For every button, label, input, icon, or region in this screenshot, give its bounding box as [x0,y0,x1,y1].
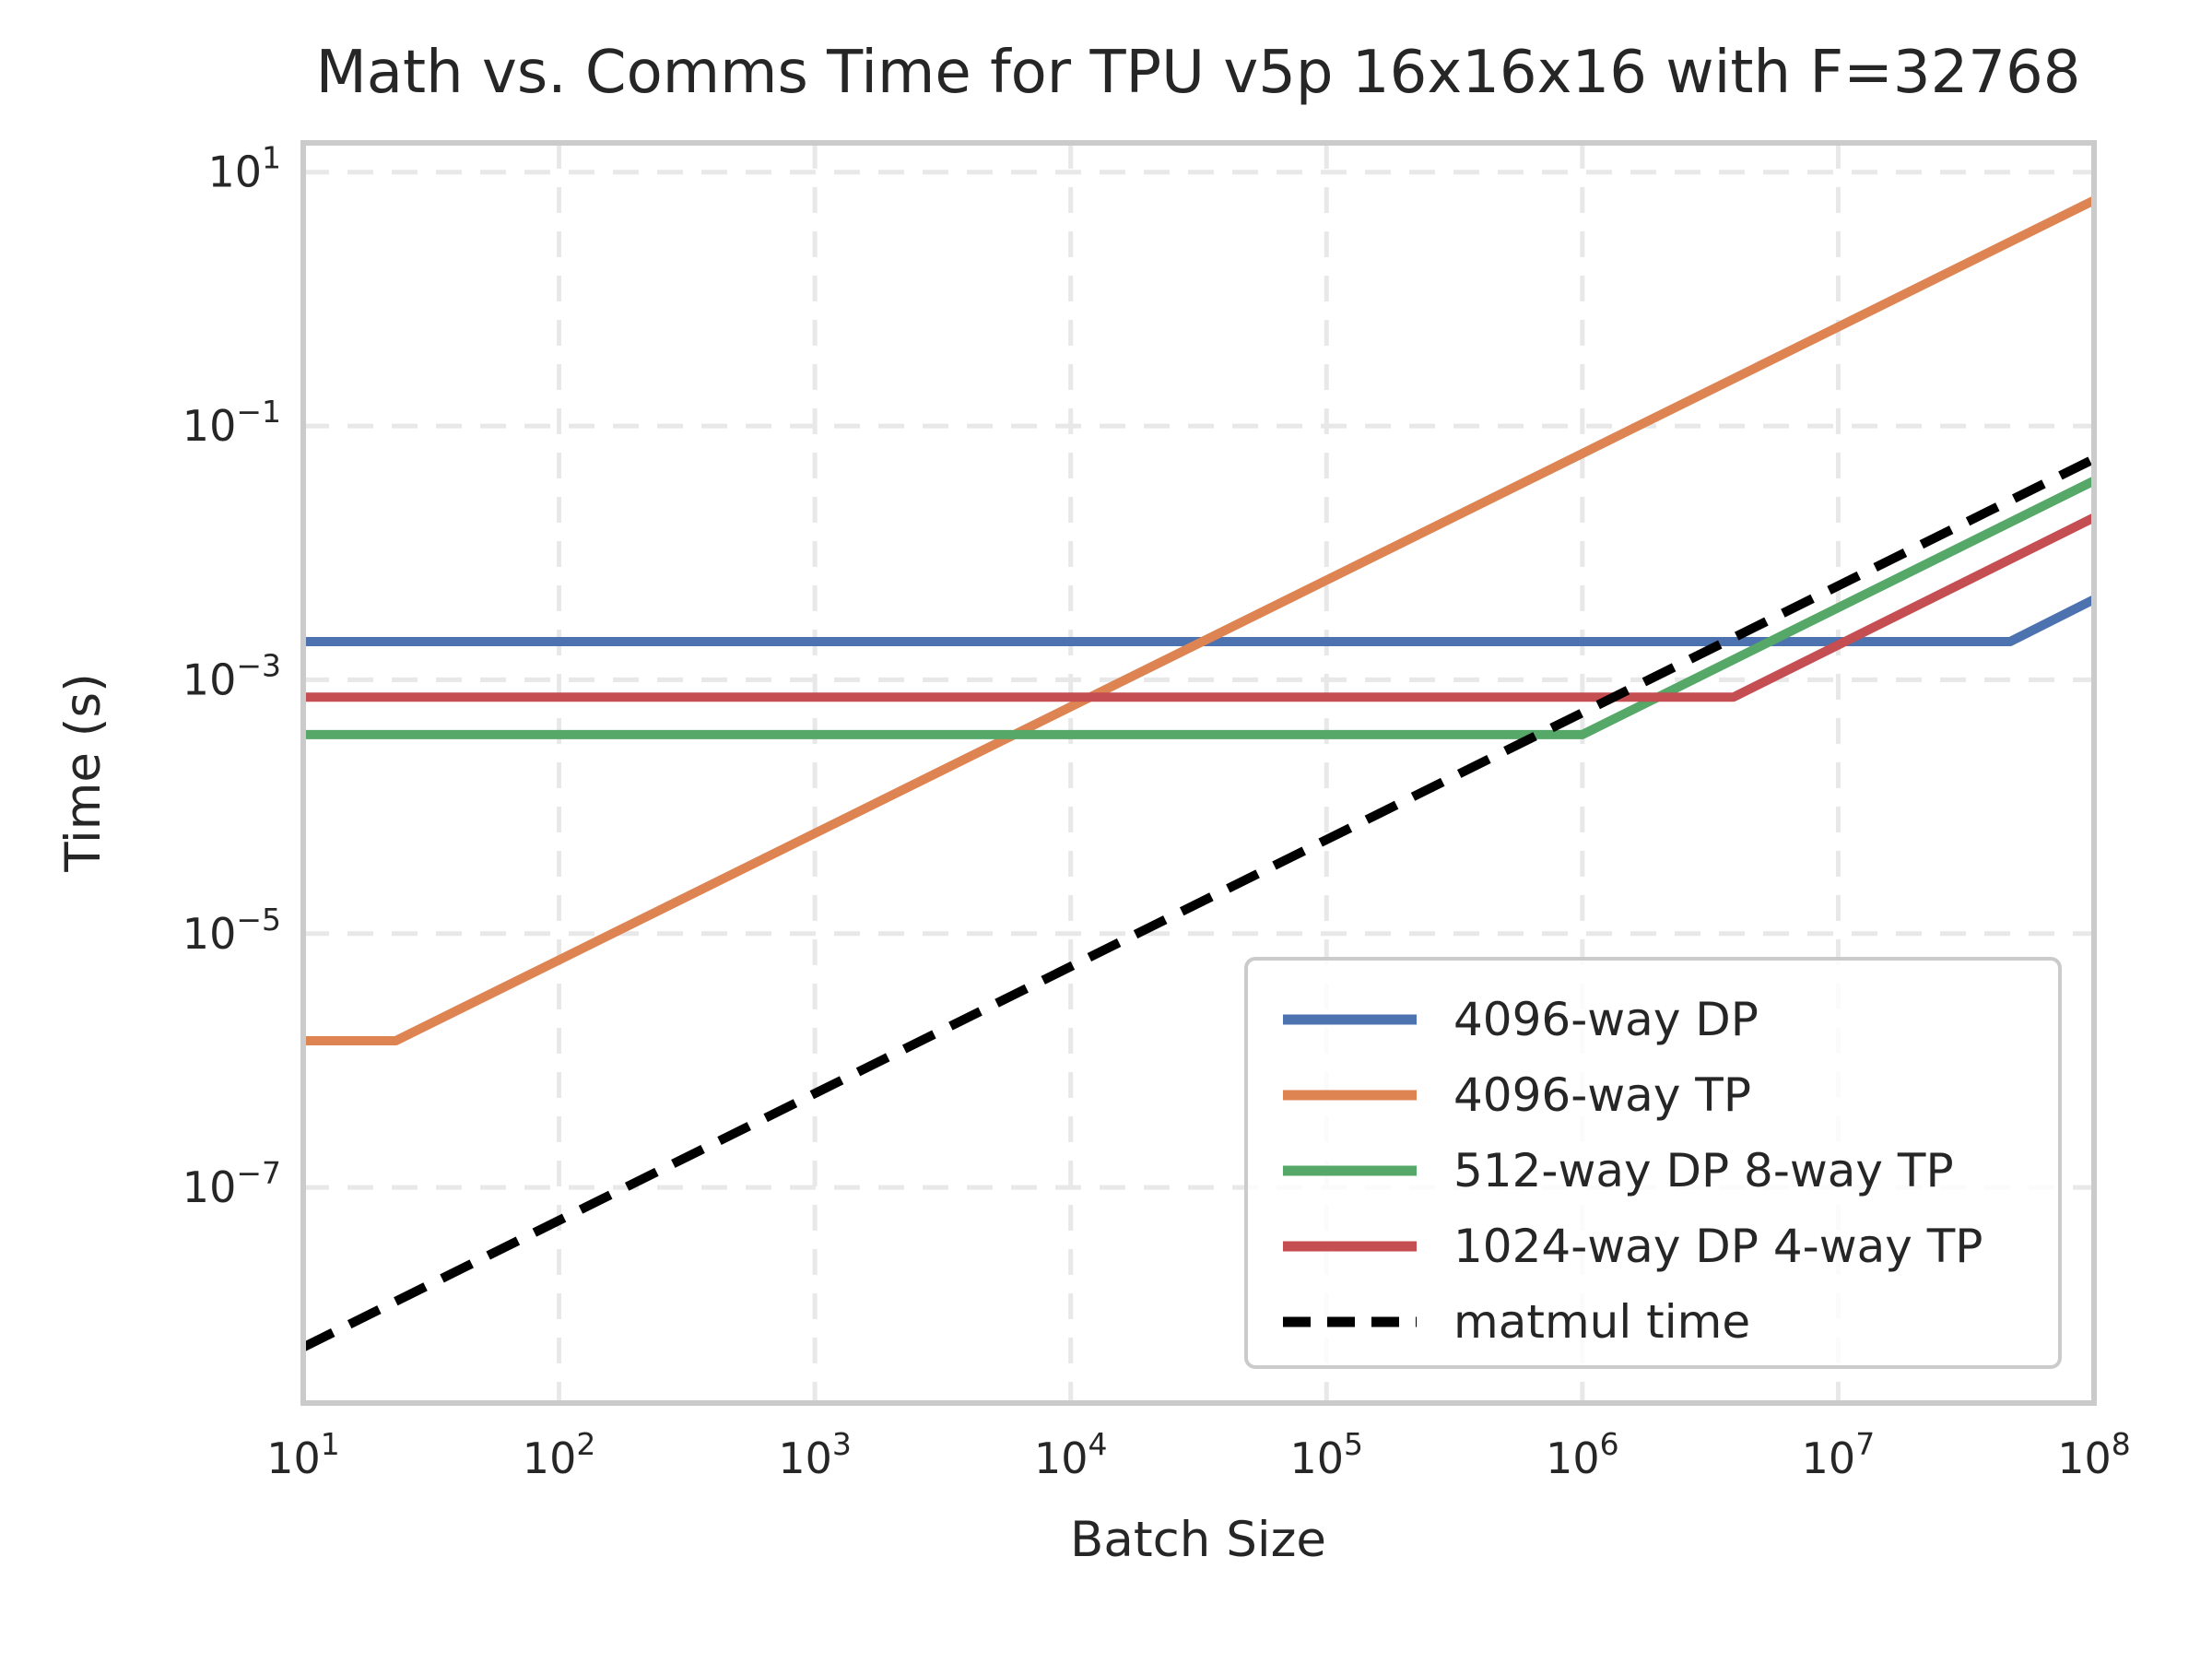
y-axis-label: Time (s) [55,673,112,873]
series-line-0 [303,595,2097,646]
series-lines [300,195,2097,1351]
y-tick-label: 10−5 [182,902,281,959]
series-line-4 [300,454,2097,1351]
series-line-2 [303,477,2097,739]
x-tick-label: 107 [1802,1426,1876,1483]
legend-label-3: 1024-way DP 4-way TP [1453,1220,1983,1273]
legend: 4096-way DP 4096-way TP 512-way DP 8-way T… [1244,957,2062,1369]
x-tick-label: 108 [2057,1426,2131,1483]
plot-border [300,140,2097,1406]
y-tick-label: 10−3 [182,647,281,704]
legend-label-0: 4096-way DP [1453,993,1759,1046]
x-axis-label: Batch Size [1070,1512,1326,1568]
chart-title: Math vs. Comms Time for TPU v5p 16x16x16… [316,39,2081,107]
legend-label-2: 512-way DP 8-way TP [1453,1144,1954,1197]
series-line-3 [303,513,2097,702]
legend-box [1244,957,2062,1369]
y-tick-label: 10−7 [182,1155,281,1212]
legend-label-4: matmul time [1453,1295,1750,1349]
legend-label-1: 4096-way TP [1453,1068,1751,1122]
series-line-1 [303,195,2097,1045]
